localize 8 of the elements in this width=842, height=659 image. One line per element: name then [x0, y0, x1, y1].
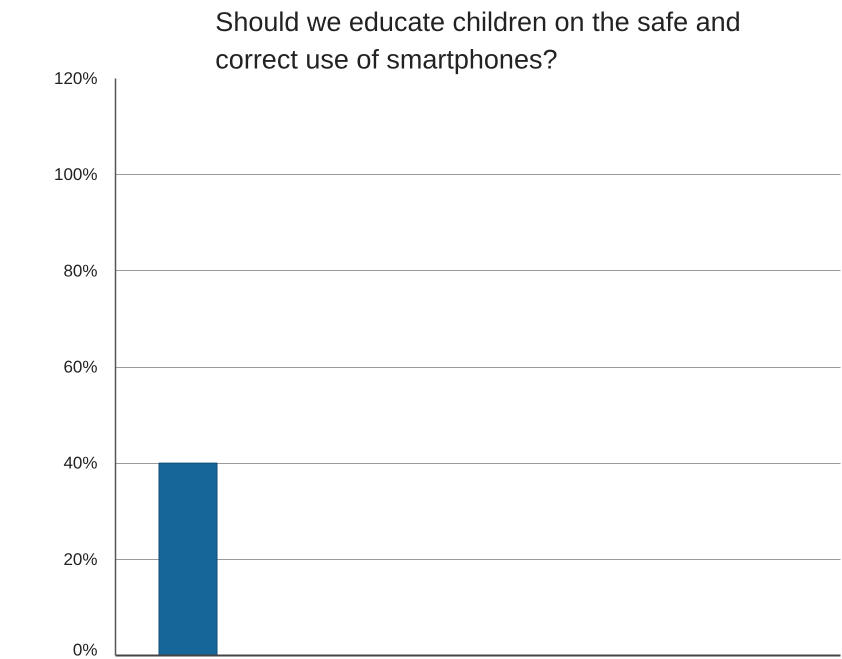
y-tick-label: 0% — [72, 640, 98, 659]
y-tick-label: 60% — [63, 358, 98, 376]
y-tick-label: 120% — [54, 69, 98, 88]
y-tick-label: 20% — [63, 550, 98, 569]
y-tick-label: 40% — [63, 454, 98, 473]
y-tick-label: 100% — [54, 165, 98, 184]
y-tick-label: 80% — [63, 261, 98, 280]
chart-title: Should we educate children on the safe and correct use of smartphones? — [215, 7, 741, 74]
